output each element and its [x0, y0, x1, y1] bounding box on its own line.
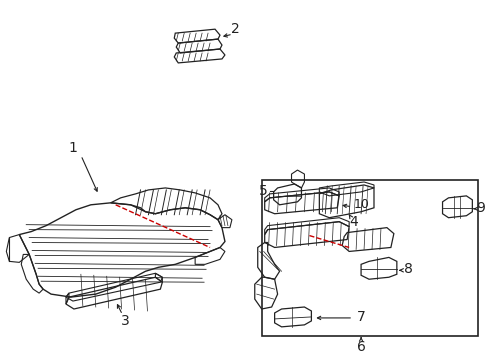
Text: 5: 5 [258, 184, 267, 198]
Text: 1: 1 [68, 141, 77, 155]
Text: 2: 2 [230, 22, 239, 36]
Text: 6: 6 [356, 340, 365, 354]
Text: 10: 10 [353, 198, 369, 211]
Text: 9: 9 [475, 201, 484, 215]
Text: 4: 4 [349, 215, 358, 229]
Text: 8: 8 [403, 262, 412, 276]
Bar [261, 180, 477, 336]
Text: 3: 3 [121, 314, 130, 328]
Text: 7: 7 [356, 310, 365, 324]
